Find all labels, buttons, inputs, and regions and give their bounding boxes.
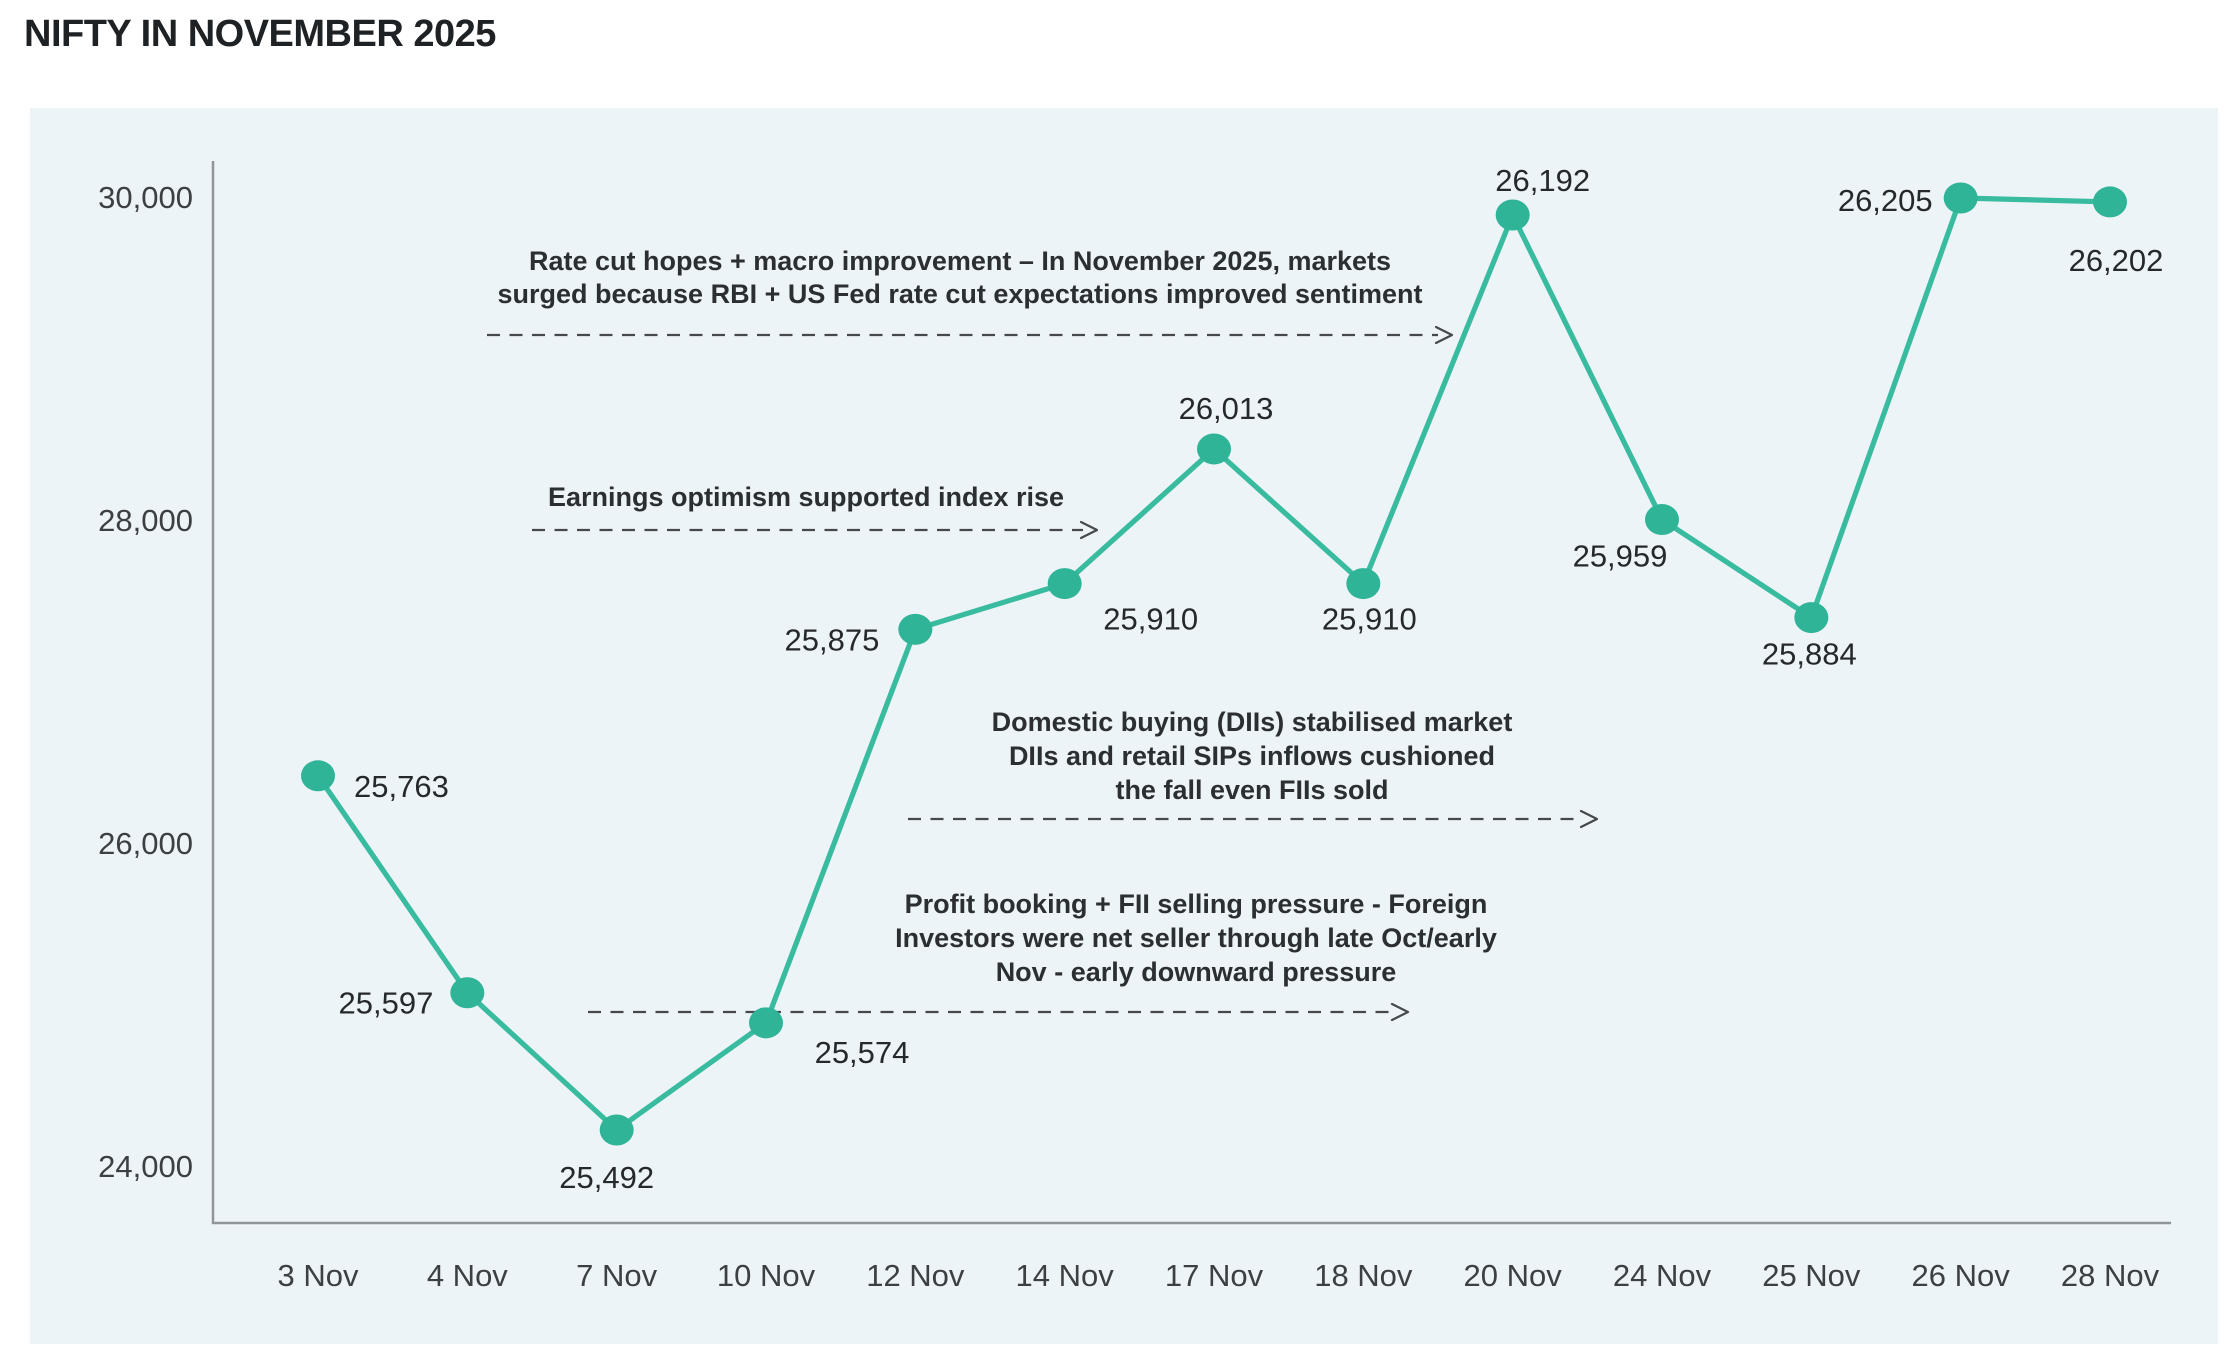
data-point-label: 25,597 [339,986,434,1021]
annotation: Domestic buying (DIIs) stabilised market… [908,707,1599,829]
data-point-label: 25,763 [354,769,449,804]
data-point-marker [1047,568,1082,600]
data-point-label: 25,910 [1103,602,1198,637]
annotation-text: the fall even FIIs sold [1115,775,1388,805]
x-tick-label: 20 Nov [1464,1258,1563,1293]
data-point-marker [1794,602,1829,634]
data-point-label: 26,205 [1838,183,1933,218]
x-tick-label: 25 Nov [1762,1258,1861,1293]
page-title: NIFTY IN NOVEMBER 2025 [24,13,496,55]
x-tick-label: 18 Nov [1314,1258,1413,1293]
annotation: Rate cut hopes + macro improvement – In … [487,246,1454,345]
data-point-marker [1495,199,1530,231]
data-point-marker [1346,568,1381,600]
annotation-text: Nov - early downward pressure [996,957,1397,987]
x-tick-label: 17 Nov [1165,1258,1264,1293]
x-tick-label: 4 Nov [427,1258,508,1293]
data-point-marker [1645,504,1679,536]
data-point-marker [898,613,933,645]
data-point-label: 25,574 [815,1035,910,1070]
chart-root: 30,000 28,000 26,000 24,000 3 Nov 4 Nov 7 Nov 1… [98,161,2171,1293]
x-tick-label: 24 Nov [1613,1258,1712,1293]
x-tick-label: 14 Nov [1016,1258,1115,1293]
data-point-marker [301,760,335,792]
x-tick-label: 12 Nov [866,1258,965,1293]
data-point-label: 25,959 [1573,539,1668,574]
y-tick-label: 26,000 [98,826,193,861]
data-point-label: 25,884 [1762,637,1857,672]
annotation-text: Earnings optimism supported index rise [548,482,1064,512]
annotation-text: Rate cut hopes + macro improvement – In … [529,246,1391,276]
annotation-text: DIIs and retail SIPs inflows cushioned [1009,741,1495,771]
data-point-label: 26,192 [1495,163,1590,198]
annotation-arrowhead [1434,325,1454,345]
annotation: Earnings optimism supported index rise [532,482,1099,540]
data-point-marker [450,977,485,1009]
y-tick-label: 30,000 [98,180,193,215]
x-tick-label: 10 Nov [717,1258,816,1293]
data-point-marker [599,1114,634,1146]
x-tick-label: 28 Nov [2061,1258,2160,1293]
data-point-label: 25,492 [559,1160,654,1195]
data-point-label: 26,202 [2069,243,2164,278]
x-tick-label: 26 Nov [1912,1258,2011,1293]
data-point-label: 25,910 [1322,602,1417,637]
data-point-label: 25,875 [785,622,880,657]
data-point-marker [2093,186,2127,218]
data-point-label: 26,013 [1179,391,1274,426]
data-point-marker [1197,433,1231,465]
annotation: Profit booking + FII selling pressure - … [588,889,1497,1022]
data-point-marker [1943,182,1978,214]
annotation-arrowhead [1390,1002,1410,1022]
axis-line [211,161,2171,1225]
chart-panel-background [30,108,2218,1344]
x-tick-label: 7 Nov [576,1258,657,1293]
x-tick-label: 3 Nov [278,1258,359,1293]
annotation-text: Domestic buying (DIIs) stabilised market [992,707,1513,737]
annotation-arrowhead [1079,520,1099,540]
annotation-text: Investors were net seller through late O… [895,923,1497,953]
annotation-arrowhead [1579,809,1599,829]
y-tick-label: 24,000 [98,1149,193,1184]
annotation-text: surged because RBI + US Fed rate cut exp… [497,279,1422,309]
data-point-marker [749,1007,783,1039]
y-tick-label: 28,000 [98,503,193,538]
annotation-text: Profit booking + FII selling pressure - … [905,889,1488,919]
